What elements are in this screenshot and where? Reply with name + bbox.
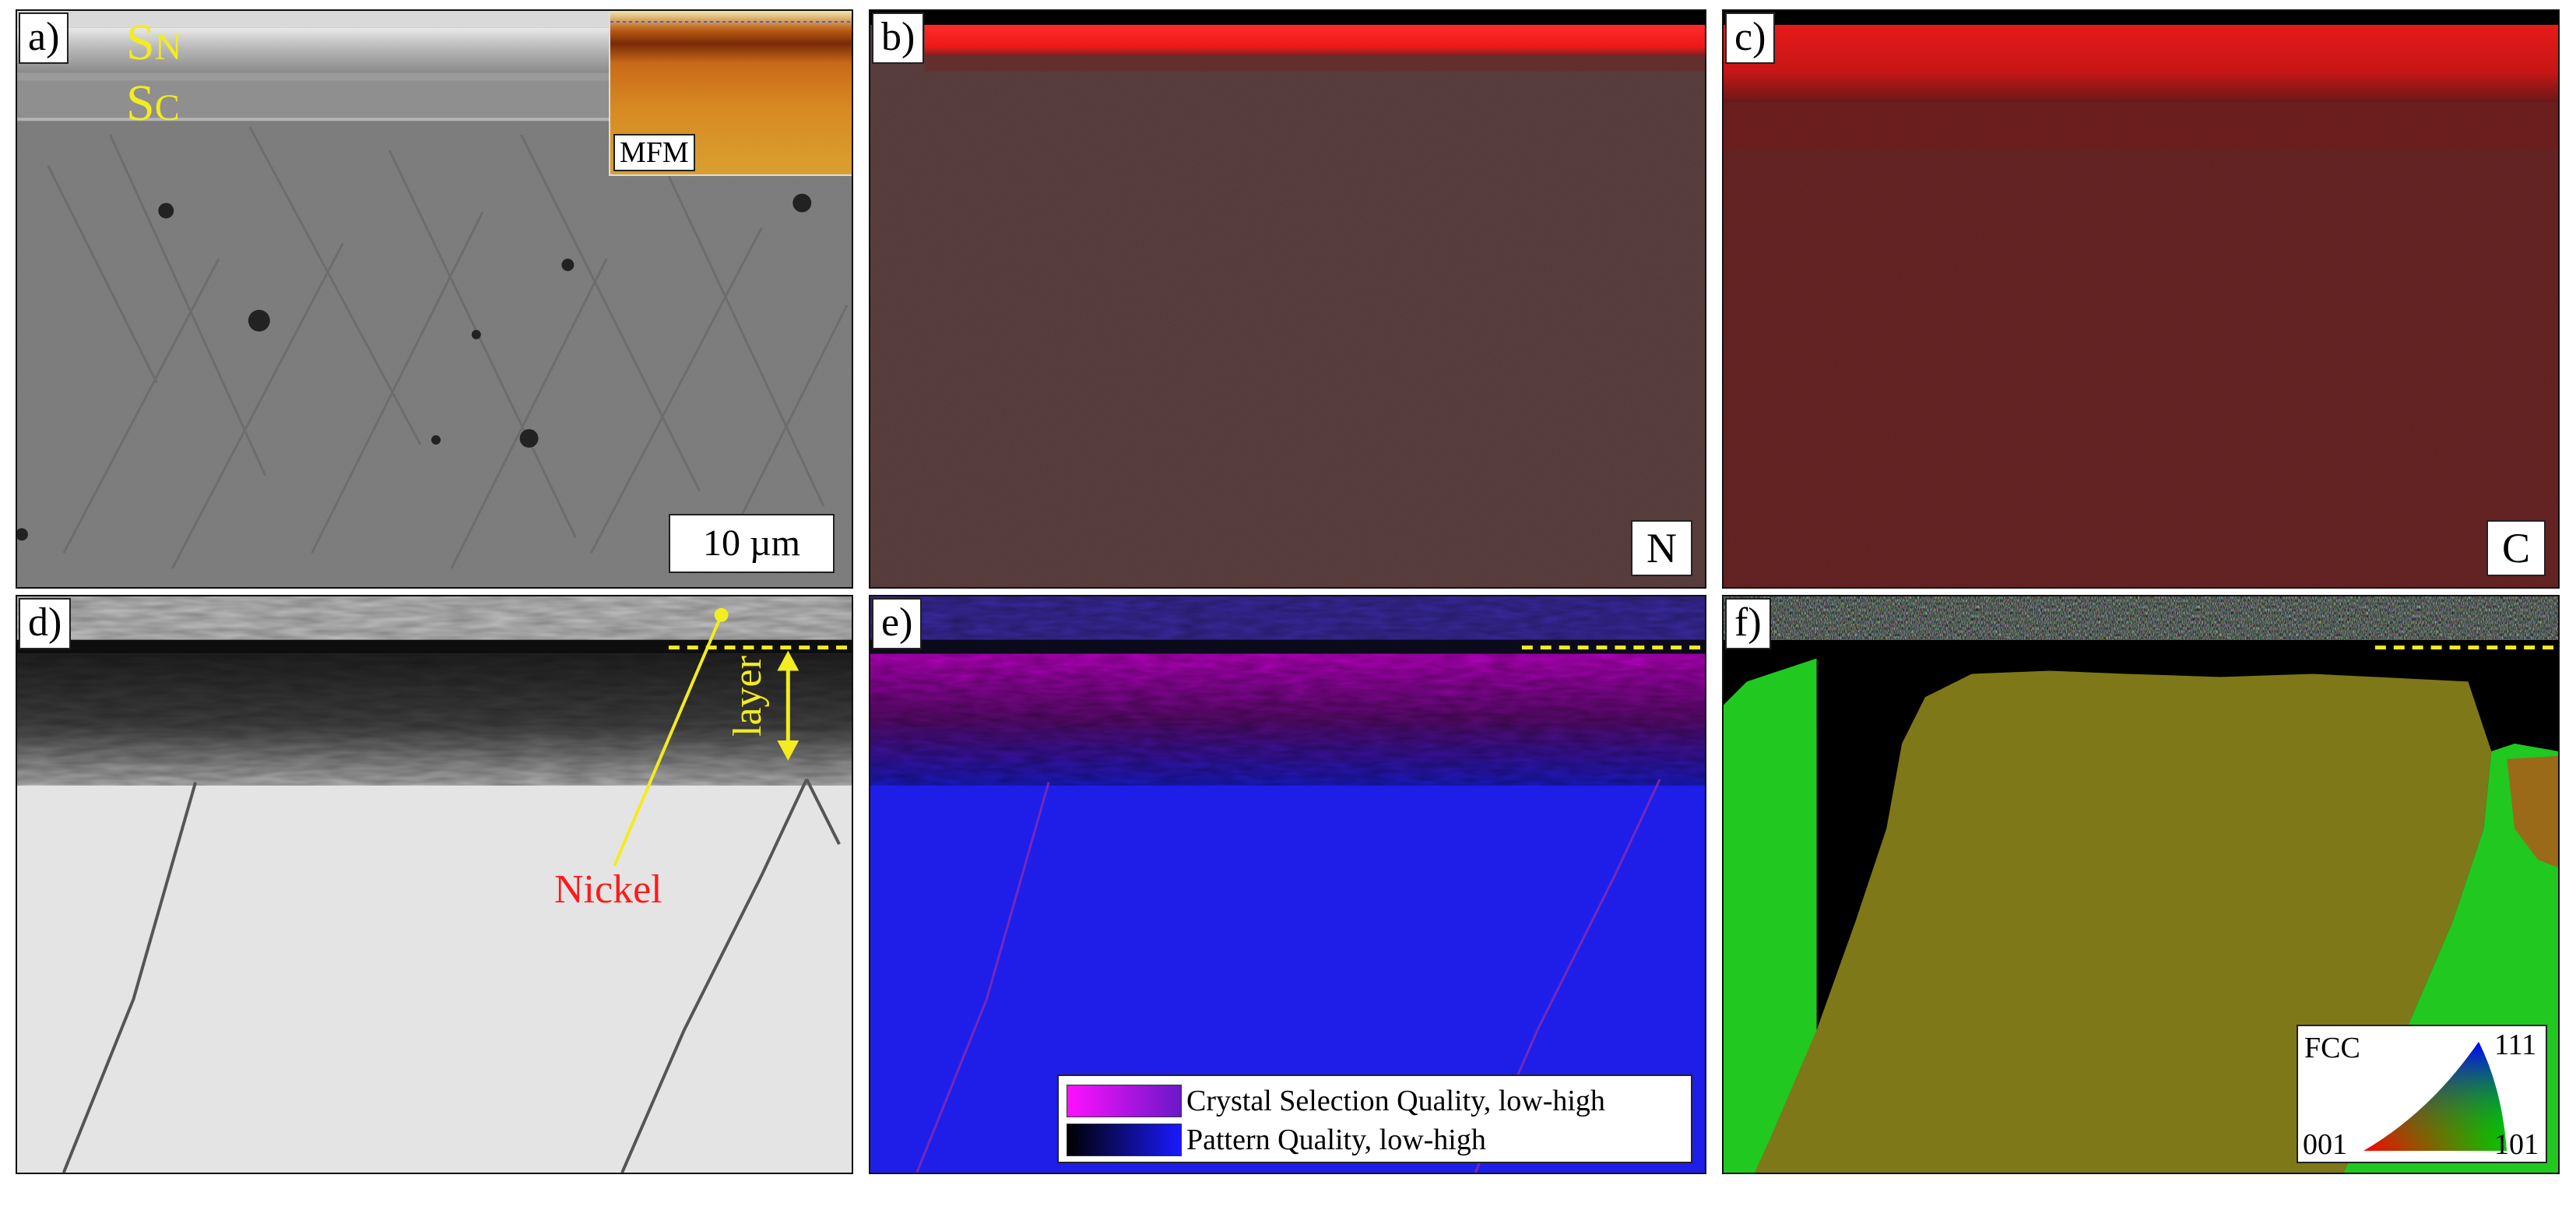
surface-nitriding-label: SN <box>126 14 182 71</box>
panel-e-crystal-selection-quality: e) Crystal Selection Quality, low-high P… <box>869 595 1706 1174</box>
panel-label-b: b) <box>872 12 925 64</box>
panel-label-e: e) <box>872 598 923 649</box>
panel-a-sem-image: SN SC MFM a) 10 µm <box>16 9 853 589</box>
ipf-corner-101: 101 <box>2494 1128 2539 1161</box>
ipf-color-key: FCC 001 101 111 <box>2297 1025 2547 1163</box>
panel-d-pattern-quality: d) layer Nickel <box>16 595 853 1174</box>
panel-label-f: f) <box>1725 598 1771 649</box>
legend-row-crystal-selection: Crystal Selection Quality, low-high <box>1067 1084 1605 1118</box>
ipf-corner-001: 001 <box>2303 1128 2347 1161</box>
layer-annotation: layer <box>726 656 770 737</box>
mfm-inset-image: MFM <box>609 11 852 176</box>
scale-bar: 10 µm <box>669 514 835 573</box>
pattern-quality-swatch <box>1067 1124 1182 1156</box>
carbon-eds-map <box>1724 11 2558 587</box>
legend-text-pattern-quality: Pattern Quality, low-high <box>1186 1124 1486 1156</box>
legend-text-crystal-selection: Crystal Selection Quality, low-high <box>1186 1085 1605 1117</box>
panel-f-orientation-map: f) FCC 001 101 111 <box>1722 595 2560 1174</box>
surface-carburizing-label: SC <box>126 75 180 132</box>
panel-b-nitrogen-map: b) N <box>869 9 1706 589</box>
panel-label-a: a) <box>19 12 69 64</box>
nickel-annotation: Nickel <box>554 867 662 912</box>
panel-c-carbon-map: c) C <box>1722 9 2560 589</box>
nitrogen-eds-map <box>870 11 1705 587</box>
panel-label-d: d) <box>19 598 72 649</box>
ipf-triangle <box>2363 1042 2507 1151</box>
pattern-quality-map <box>17 596 852 1173</box>
panel-label-c: c) <box>1725 12 1776 64</box>
element-label-c: C <box>2486 520 2546 576</box>
crystal-selection-swatch <box>1067 1085 1182 1117</box>
quality-legend: Crystal Selection Quality, low-high Patt… <box>1057 1074 1692 1163</box>
mfm-label: MFM <box>613 134 695 171</box>
ipf-title: FCC <box>2304 1032 2360 1064</box>
ipf-corner-111: 111 <box>2494 1029 2537 1061</box>
legend-row-pattern-quality: Pattern Quality, low-high <box>1067 1123 1486 1157</box>
element-label-n: N <box>1631 520 1692 576</box>
